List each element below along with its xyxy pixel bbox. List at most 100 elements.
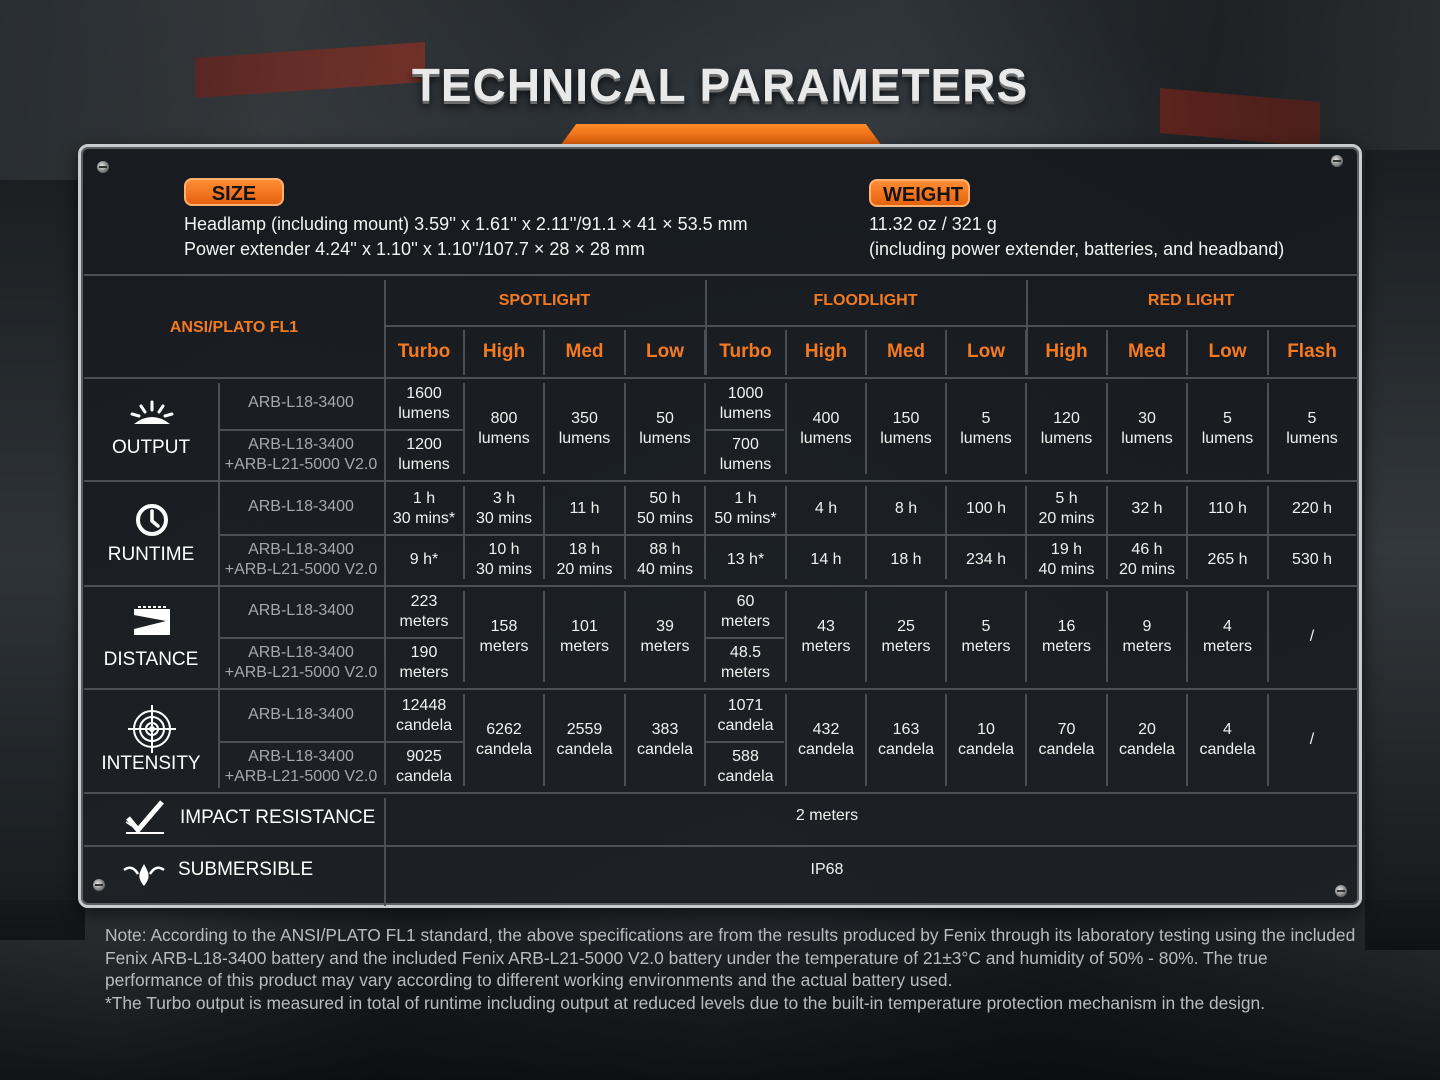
- screw-icon: [1331, 155, 1343, 167]
- distance-cell-value: 16: [1057, 617, 1076, 635]
- background-decoration: [0, 900, 1440, 1080]
- mode-header-flash-text: Flash: [1287, 341, 1337, 362]
- background-decoration: [0, 180, 85, 940]
- output-cell-value: 120: [1053, 409, 1080, 427]
- distance-cell-value: 39: [656, 617, 674, 635]
- runtime-cell-value: 265 h: [1207, 550, 1248, 568]
- table-divider: [865, 330, 867, 375]
- mode-header-low-text: Low: [967, 341, 1005, 362]
- table-divider: [945, 330, 947, 375]
- runtime-cell-value: 13 h*: [726, 550, 765, 568]
- intensity-cell: 20 candela: [1107, 688, 1187, 792]
- output-cell-unit: lumens: [719, 405, 772, 422]
- standard-label: ANSI/PLATO FL1: [84, 280, 384, 375]
- table-divider: [384, 798, 386, 906]
- footnote-text: Note: According to the ANSI/PLATO FL1 st…: [105, 925, 1356, 990]
- output-cell-unit: lumens: [478, 429, 530, 447]
- output-cell: 1000 lumens: [705, 379, 786, 429]
- table-divider: [945, 694, 947, 786]
- screw-icon: [97, 161, 109, 173]
- runtime-cell: 18 h: [866, 536, 946, 583]
- runtime-cell: 3 h 30 mins: [464, 484, 544, 534]
- distance-battery-2: ARB-L18-3400 +ARB-L21-5000 V2.0: [218, 637, 384, 688]
- intensity-cell-unit: candela: [395, 767, 453, 785]
- table-divider: [704, 486, 706, 579]
- output-cell-value: 50: [656, 409, 674, 427]
- output-battery-1: ARB-L18-3400: [218, 377, 384, 429]
- table-divider: [706, 429, 784, 431]
- distance-cell-unit: meters: [721, 613, 770, 630]
- runtime-cell-value: 18 h: [568, 540, 601, 558]
- mode-header-high-text: High: [1045, 341, 1088, 362]
- table-divider: [386, 534, 1356, 536]
- table-divider: [84, 274, 1358, 276]
- output-cell: 700 lumens: [705, 431, 786, 478]
- clock-icon: [136, 504, 168, 536]
- mode-header-high-text: High: [482, 341, 526, 362]
- runtime-cell: 4 h: [786, 484, 866, 534]
- battery-name: ARB-L18-3400: [248, 540, 354, 558]
- output-battery-2: ARB-L18-3400 +ARB-L21-5000 V2.0: [218, 429, 384, 480]
- size-badge: SIZE: [184, 178, 284, 206]
- table-divider: [624, 591, 626, 682]
- table-divider: [386, 429, 464, 431]
- footnote-turbo: *The Turbo output is measured in total o…: [105, 992, 1266, 1013]
- runtime-cell-unit: 50 mins*: [714, 510, 777, 527]
- impact-label-text: IMPACT RESISTANCE: [180, 807, 376, 828]
- distance-cell-value: 190: [410, 643, 438, 661]
- distance-cell-unit: meters: [399, 663, 449, 681]
- submersible-label-text: SUBMERSIBLE: [178, 859, 314, 880]
- runtime-cell: 1 h 50 mins*: [705, 484, 786, 534]
- runtime-cell-value: 50 h: [649, 490, 681, 507]
- table-divider: [624, 383, 626, 474]
- runtime-cell: 10 h 30 mins: [464, 536, 544, 583]
- output-cell-value: 5: [1223, 409, 1232, 427]
- runtime-cell: 14 h: [786, 536, 866, 583]
- intensity-cell: /: [1268, 688, 1356, 792]
- table-divider: [704, 330, 706, 375]
- table-divider: [386, 637, 464, 639]
- mode-header-high-text: High: [804, 341, 848, 362]
- table-divider: [865, 694, 867, 786]
- distance-cell: /: [1268, 585, 1356, 688]
- table-divider: [785, 486, 787, 579]
- intensity-cell: 383 candela: [625, 688, 705, 792]
- distance-cell: 9 meters: [1107, 585, 1187, 688]
- runtime-cell: 265 h: [1187, 536, 1268, 583]
- table-divider: [704, 591, 706, 682]
- intensity-cell-value: 1071: [727, 696, 764, 714]
- distance-cell-unit: meters: [1042, 637, 1091, 655]
- runtime-cell-value: 530 h: [1291, 550, 1333, 568]
- output-cell-unit: lumens: [398, 405, 450, 422]
- table-divider: [1025, 591, 1027, 682]
- mode-header-turbo-text: Turbo: [397, 341, 451, 362]
- weight-value: 11.32 oz / 321 g: [869, 214, 997, 234]
- runtime-cell: 1 h 30 mins*: [384, 484, 464, 534]
- runtime-cell: 32 h: [1107, 484, 1187, 534]
- table-divider: [1106, 330, 1108, 375]
- output-cell-unit: lumens: [398, 455, 450, 473]
- runtime-cell-value: 11 h: [569, 500, 600, 517]
- table-divider: [84, 845, 1358, 847]
- runtime-cell-value: 1 h: [412, 490, 436, 507]
- runtime-cell-value: 19 h: [1050, 540, 1083, 558]
- table-divider: [1186, 591, 1188, 682]
- distance-label-text: DISTANCE: [103, 649, 199, 670]
- mode-header-turbo: Turbo: [384, 328, 464, 376]
- table-divider: [218, 741, 384, 743]
- table-divider: [384, 325, 1356, 327]
- runtime-cell: 530 h: [1268, 536, 1356, 583]
- size-headlamp: Headlamp (including mount) 3.59'' x 1.61…: [184, 214, 748, 234]
- runtime-cell: 100 h: [946, 484, 1026, 534]
- mode-header-high: High: [786, 328, 866, 376]
- distance-label: DISTANCE: [84, 648, 218, 672]
- battery-extender-name: +ARB-L21-5000 V2.0: [224, 767, 378, 785]
- table-divider: [1267, 330, 1269, 375]
- table-divider: [218, 383, 220, 788]
- runtime-cell-value: 46 h: [1131, 540, 1163, 558]
- output-cell-unit: lumens: [1201, 429, 1254, 447]
- mode-header-med-text: Med: [887, 341, 925, 362]
- mode-header-med: Med: [544, 328, 625, 376]
- runtime-cell-unit: 50 mins: [636, 510, 694, 527]
- runtime-cell-unit: 40 mins: [1038, 560, 1095, 578]
